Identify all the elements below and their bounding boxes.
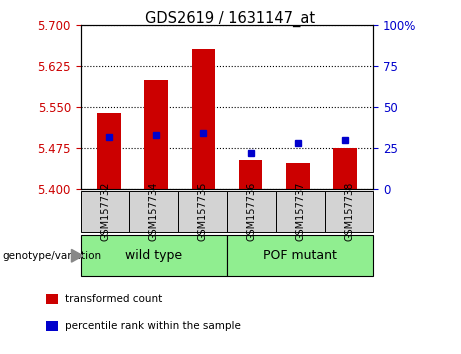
Text: GSM157735: GSM157735: [198, 182, 207, 241]
Text: transformed count: transformed count: [65, 294, 162, 304]
Bar: [97, 113, 121, 189]
Text: GSM157736: GSM157736: [247, 182, 256, 241]
Text: genotype/variation: genotype/variation: [2, 251, 101, 261]
Text: GSM157738: GSM157738: [344, 182, 354, 241]
Text: GSM157737: GSM157737: [295, 182, 305, 241]
Text: POF mutant: POF mutant: [263, 249, 337, 262]
Bar: [239, 160, 262, 189]
Text: GSM157734: GSM157734: [149, 182, 159, 241]
Text: GDS2619 / 1631147_at: GDS2619 / 1631147_at: [145, 11, 316, 27]
Text: GSM157732: GSM157732: [100, 182, 110, 241]
Text: wild type: wild type: [125, 249, 183, 262]
Text: percentile rank within the sample: percentile rank within the sample: [65, 321, 241, 331]
Bar: [192, 50, 215, 189]
Bar: [144, 80, 168, 189]
Bar: [286, 163, 310, 189]
Bar: [333, 148, 357, 189]
